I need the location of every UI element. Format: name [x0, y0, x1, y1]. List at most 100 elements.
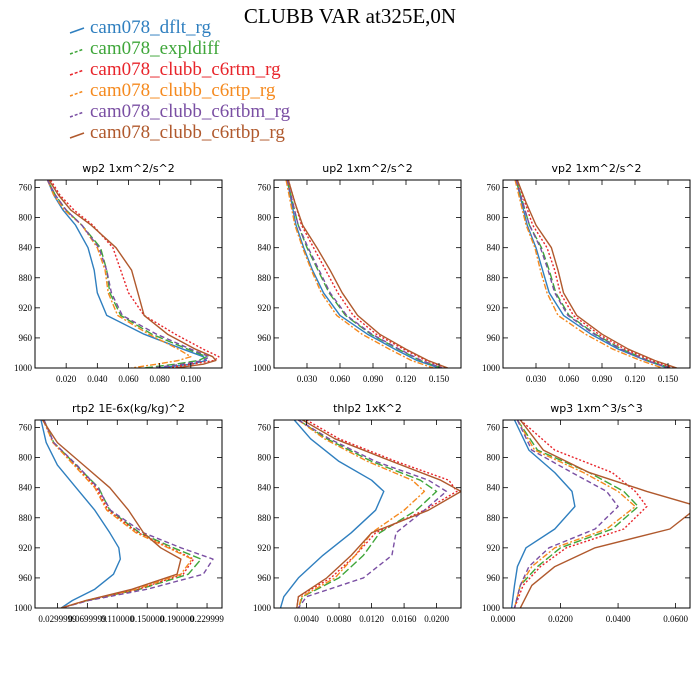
y-tick-label: 840: [487, 243, 501, 253]
panels: wp2 1xm^2/s^2 760 800 840 880 920 960 1000 0.020…: [14, 162, 691, 624]
series-line-0: [40, 420, 122, 608]
x-tick-label: 0.060: [330, 374, 351, 384]
series-line-5: [516, 180, 678, 368]
series-line-5: [287, 180, 449, 368]
x-tick-label: 0.0120: [359, 614, 384, 624]
series-line-3: [513, 420, 636, 608]
y-tick-label: 1000: [14, 603, 33, 613]
x-tick-label: 0.080: [150, 374, 171, 384]
y-tick-label: 960: [487, 573, 501, 583]
legend-line-5: [69, 132, 85, 139]
panel-1: up2 1xm^2/s^2 760 800 840 880 920 960 1000 0.030…: [253, 162, 462, 384]
x-tick-label: 0.090: [592, 374, 613, 384]
series-line-0: [515, 180, 669, 368]
plot-frame: [502, 419, 691, 609]
panel-title: up2 1xm^2/s^2: [322, 162, 413, 175]
series-line-2: [513, 420, 648, 608]
series-line-3: [42, 420, 193, 608]
y-tick-label: 800: [487, 213, 501, 223]
plot-frame: [273, 419, 462, 609]
y-tick-label: 920: [487, 303, 501, 313]
y-tick-label: 840: [258, 483, 272, 493]
x-tick-label: 0.0000: [491, 614, 516, 624]
plot-frame: [34, 419, 223, 609]
x-tick-label: 0.060: [118, 374, 139, 384]
plot-frame: [273, 179, 462, 369]
x-tick-label: 0.0200: [548, 614, 573, 624]
series-line-3: [285, 180, 434, 368]
plot-frame: [502, 179, 691, 369]
x-tick-label: 0.0699999: [68, 614, 107, 624]
series-line-5: [48, 180, 217, 368]
x-tick-label: 0.0080: [327, 614, 352, 624]
series-line-5: [519, 420, 690, 608]
series-line-3: [46, 180, 192, 368]
x-tick-label: 0.060: [559, 374, 580, 384]
y-tick-label: 840: [19, 243, 33, 253]
figure-title: CLUBB VAR at325E,0N: [244, 4, 456, 28]
series-line-4: [297, 420, 448, 608]
series-line-0: [279, 420, 385, 608]
y-tick-label: 800: [487, 453, 501, 463]
x-tick-label: 0.120: [625, 374, 646, 384]
legend-line-2: [69, 69, 85, 76]
x-tick-label: 0.020: [56, 374, 77, 384]
panel-2: vp2 1xm^2/s^2 760 800 840 880 920 960 1000 0.030…: [482, 162, 691, 384]
y-tick-label: 960: [487, 333, 501, 343]
y-tick-label: 920: [19, 303, 33, 313]
y-tick-label: 800: [258, 213, 272, 223]
legend-label-0: cam078_dflt_rg: [90, 17, 212, 38]
panel-title: thlp2 1xK^2: [333, 402, 402, 415]
legend-label-2: cam078_clubb_c6rtm_rg: [90, 59, 281, 80]
y-tick-label: 800: [258, 453, 272, 463]
legend-line-0: [69, 27, 85, 34]
y-tick-label: 800: [19, 213, 33, 223]
x-tick-label: 0.150000: [130, 614, 164, 624]
x-tick-label: 0.0400: [606, 614, 631, 624]
series-line-1: [43, 420, 202, 608]
y-tick-label: 840: [487, 483, 501, 493]
y-tick-label: 960: [19, 333, 33, 343]
y-tick-label: 760: [19, 423, 33, 433]
y-tick-label: 920: [258, 543, 272, 553]
y-tick-label: 760: [19, 183, 33, 193]
series-line-0: [46, 180, 208, 368]
y-tick-label: 800: [19, 453, 33, 463]
series-line-1: [515, 180, 671, 368]
series-line-4: [515, 180, 670, 368]
y-tick-label: 760: [487, 183, 501, 193]
x-tick-label: 0.0040: [294, 614, 319, 624]
y-tick-label: 760: [258, 183, 272, 193]
y-tick-label: 760: [258, 423, 272, 433]
panel-0: wp2 1xm^2/s^2 760 800 840 880 920 960 1000 0.020…: [14, 162, 223, 384]
series-line-2: [296, 420, 458, 608]
series-line-2: [42, 420, 195, 608]
panel-title: wp2 1xm^2/s^2: [82, 162, 175, 175]
series-line-2: [287, 180, 447, 368]
y-tick-label: 1000: [14, 363, 33, 373]
x-tick-label: 0.0200: [424, 614, 449, 624]
x-tick-label: 0.150: [429, 374, 450, 384]
x-tick-label: 0.110000: [101, 614, 135, 624]
x-tick-label: 0.0160: [392, 614, 417, 624]
y-tick-label: 760: [487, 423, 501, 433]
series-line-4: [46, 180, 211, 368]
y-tick-label: 880: [19, 273, 33, 283]
x-tick-label: 0.100: [181, 374, 202, 384]
y-tick-label: 880: [487, 273, 501, 283]
legend: cam078_dflt_rgcam078_expldiffcam078_club…: [69, 17, 291, 143]
y-tick-label: 880: [258, 513, 272, 523]
y-tick-label: 920: [19, 543, 33, 553]
legend-label-3: cam078_clubb_c6rtp_rg: [90, 80, 276, 101]
y-tick-label: 920: [258, 303, 272, 313]
panel-4: thlp2 1xK^2 760 800 840 880 920 960 1000 0.0040 0…: [253, 402, 462, 624]
series-line-5: [296, 420, 461, 608]
legend-label-5: cam078_clubb_c6rtbp_rg: [90, 122, 285, 143]
series-line-2: [516, 180, 674, 368]
y-tick-label: 880: [487, 513, 501, 523]
y-tick-label: 1000: [253, 603, 272, 613]
legend-label-4: cam078_clubb_c6rtbm_rg: [90, 101, 291, 122]
y-tick-label: 840: [258, 243, 272, 253]
series-line-0: [510, 420, 576, 608]
